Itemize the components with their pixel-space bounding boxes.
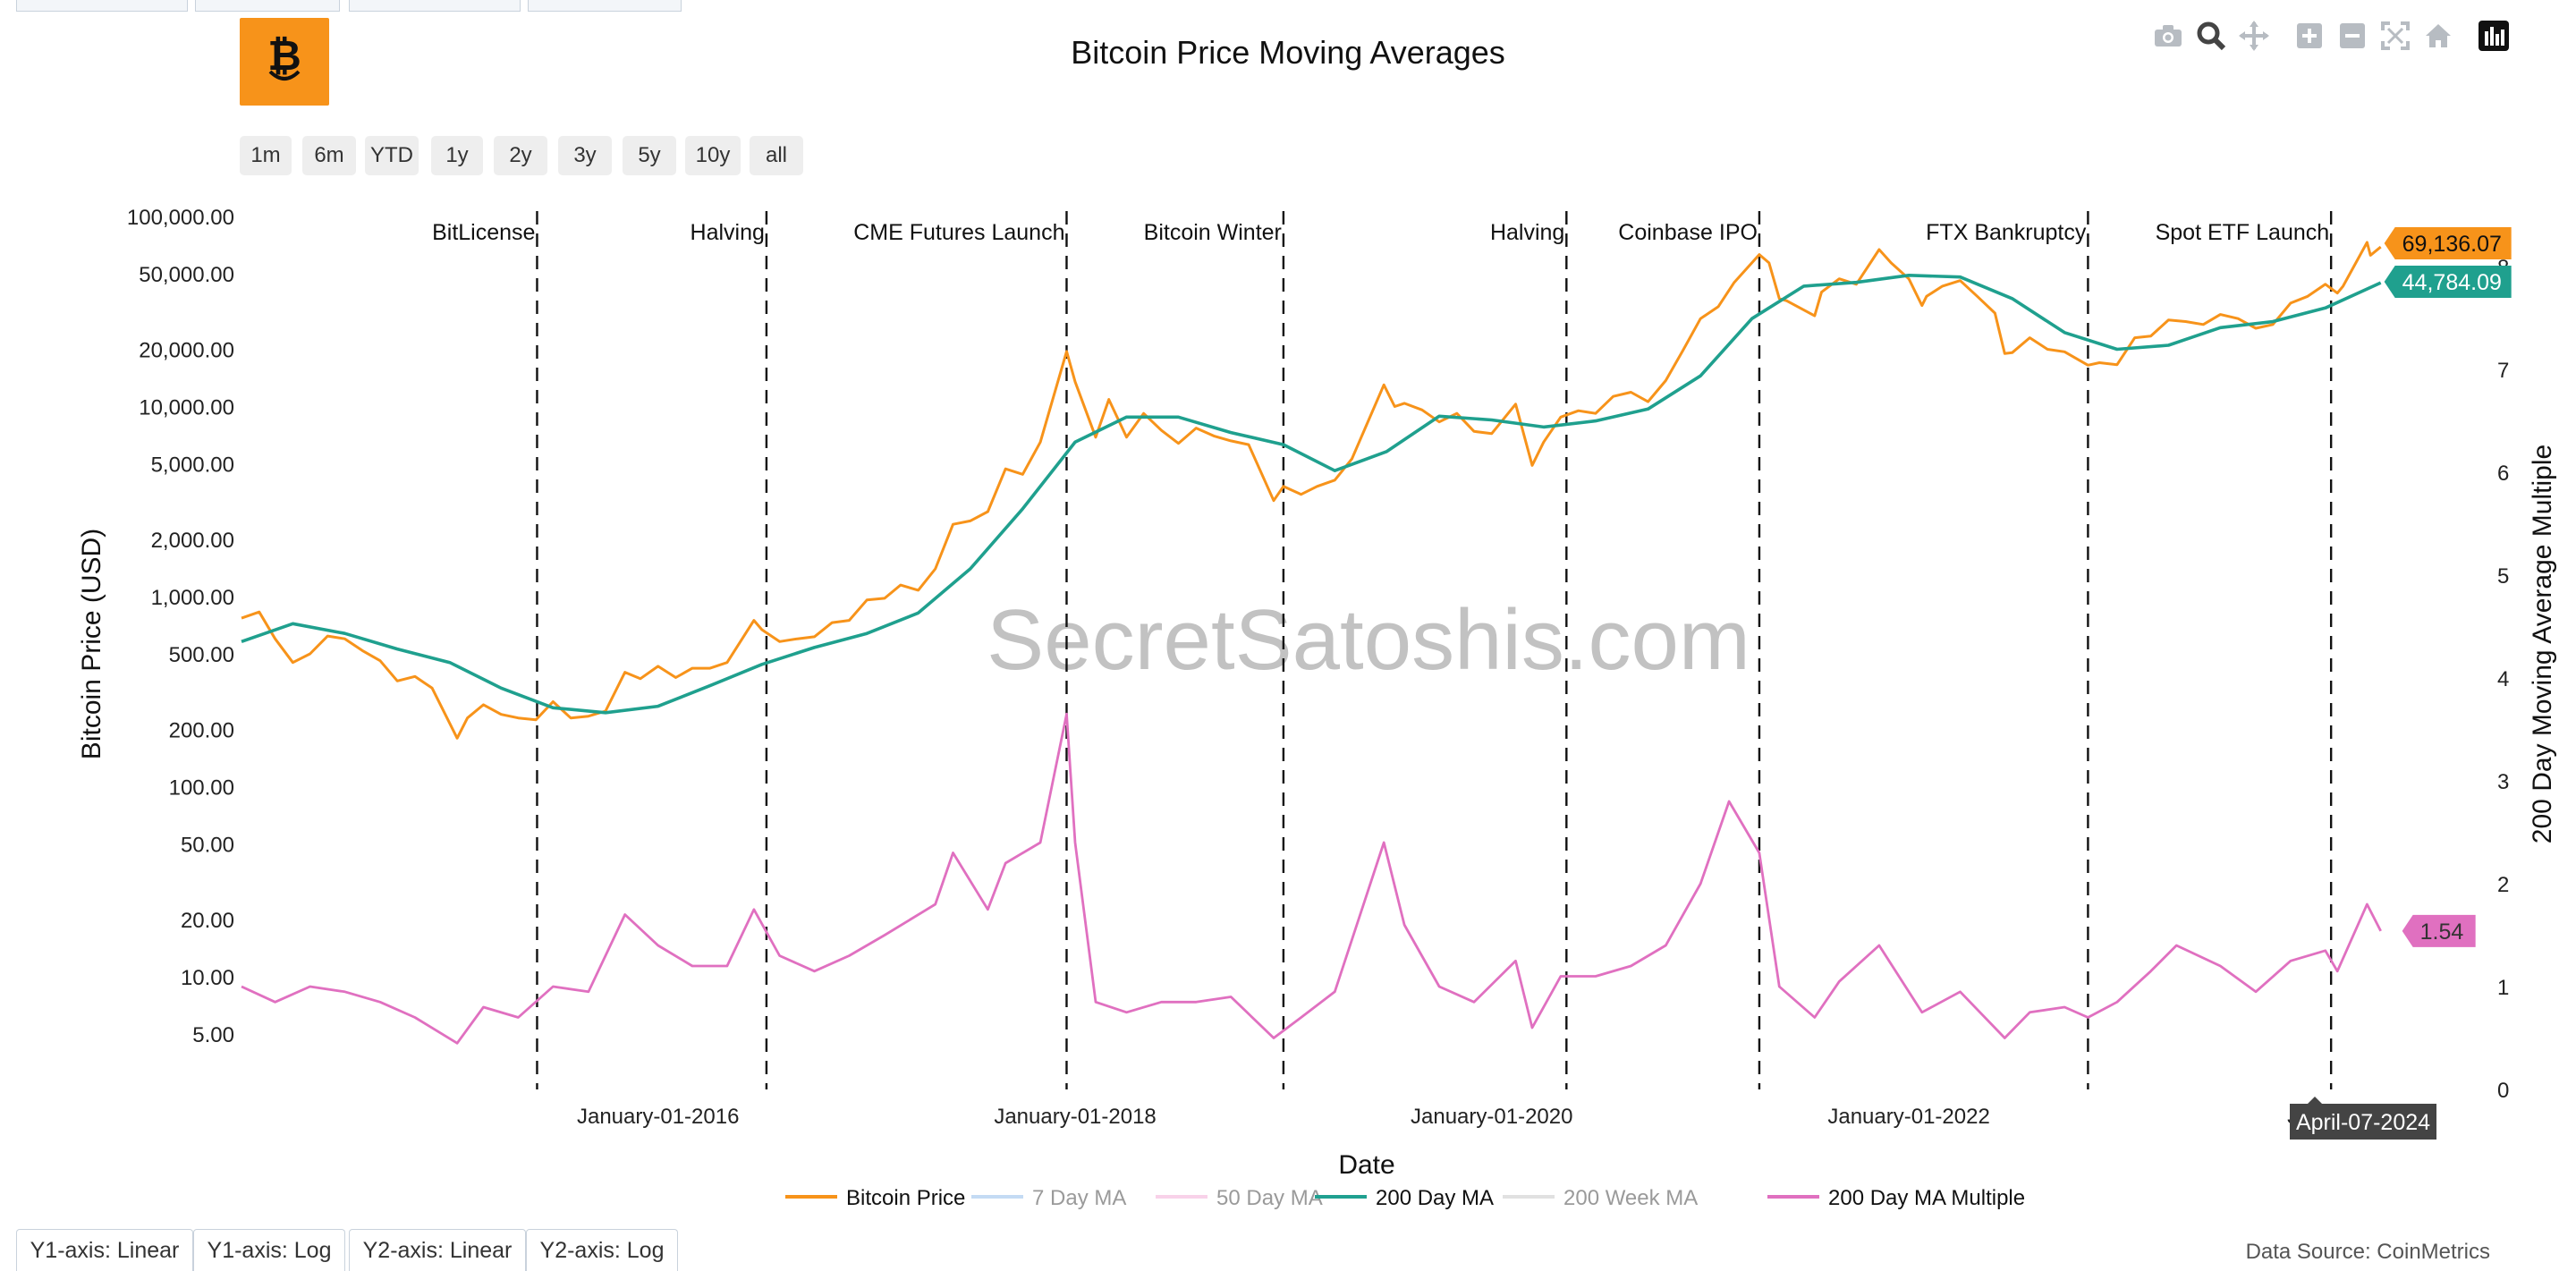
y-tick-label: 5.00 <box>192 1023 234 1047</box>
event-label: Halving <box>1490 220 1564 245</box>
y2-tick-label: 7 <box>2497 359 2509 383</box>
camera-icon[interactable] <box>2150 16 2186 55</box>
svg-text:₿: ₿ <box>267 31 301 80</box>
range-button-3y[interactable]: 3y <box>558 136 612 175</box>
legend-label: 200 Day MA Multiple <box>1828 1186 2025 1210</box>
top-tab-2[interactable] <box>195 0 340 12</box>
x-tick-label: January-01-2016 <box>577 1105 739 1129</box>
zoom-icon[interactable] <box>2193 16 2229 55</box>
y2-tick-label: 3 <box>2497 770 2509 794</box>
legend-label: Bitcoin Price <box>846 1186 965 1210</box>
x-tick-label: January-01-2022 <box>1827 1105 1989 1129</box>
event-label: BitLicense <box>432 220 535 245</box>
y2-tick-label: 4 <box>2497 667 2509 691</box>
top-tab-1[interactable] <box>16 0 188 12</box>
zoom-out-icon[interactable] <box>2334 16 2370 55</box>
chart-toolbar <box>2150 16 2571 57</box>
multiple-value-label: 1.54 <box>2420 919 2464 945</box>
range-button-6m[interactable]: 6m <box>302 136 356 175</box>
y-tick-label: 50.00 <box>181 833 234 857</box>
price-value-label: 69,136.07 <box>2402 232 2502 257</box>
range-button-ytd[interactable]: YTD <box>365 136 419 175</box>
reset-icon[interactable] <box>2420 16 2456 55</box>
y-tick-label: 20,000.00 <box>139 339 234 363</box>
hover-date-pointer <box>2308 1097 2322 1104</box>
y-tick-label: 5,000.00 <box>151 453 234 477</box>
event-label: Spot ETF Launch <box>2156 220 2330 245</box>
y-tick-label: 100,000.00 <box>127 206 234 230</box>
autoscale-icon[interactable] <box>2377 16 2413 55</box>
hover-date-label: April-07-2024 <box>2296 1110 2430 1135</box>
series-line <box>241 274 2382 715</box>
y-tick-label: 1,000.00 <box>151 586 234 610</box>
y-tick-label: 10.00 <box>181 966 234 990</box>
range-button-1m[interactable]: 1m <box>240 136 292 175</box>
ma200-value-label-bg <box>2384 266 2512 298</box>
legend-label: 200 Day MA <box>1376 1186 1494 1210</box>
series-line <box>241 241 2382 740</box>
range-button-5y[interactable]: 5y <box>623 136 676 175</box>
hover-date-label-bg <box>2290 1104 2436 1140</box>
multiple-value-label-bg <box>2402 914 2476 947</box>
x-axis-title: Date <box>1338 1150 1394 1180</box>
y-tick-label: 200.00 <box>169 719 234 743</box>
event-label: Coinbase IPO <box>1618 220 1758 245</box>
legend-label: 200 Week MA <box>1563 1186 1698 1210</box>
y-tick-label: 100.00 <box>169 776 234 801</box>
y1-linear-button[interactable]: Y1-axis: Linear <box>16 1229 193 1271</box>
x-tick-label: January-01-2020 <box>1411 1105 1572 1129</box>
range-button-all[interactable]: all <box>750 136 803 175</box>
y2-linear-button[interactable]: Y2-axis: Linear <box>349 1229 526 1271</box>
y1-log-button[interactable]: Y1-axis: Log <box>193 1229 345 1271</box>
y2-tick-label: 0 <box>2497 1079 2509 1103</box>
price-value-label-bg <box>2384 227 2512 259</box>
y-axis-title: Bitcoin Price (USD) <box>77 529 106 759</box>
y-tick-label: 500.00 <box>169 643 234 667</box>
y-tick-label: 10,000.00 <box>139 396 234 420</box>
y-tick-label: 20.00 <box>181 909 234 933</box>
y2-log-button[interactable]: Y2-axis: Log <box>526 1229 678 1271</box>
y2-axis-title: 200 Day Moving Average Multiple <box>2528 445 2557 843</box>
legend-label: 7 Day MA <box>1032 1186 1126 1210</box>
pan-icon[interactable] <box>2236 16 2272 55</box>
x-tick-label: January-01-2018 <box>994 1105 1156 1129</box>
event-label: CME Futures Launch <box>853 220 1064 245</box>
chart-title: Bitcoin Price Moving Averages <box>1071 34 1505 71</box>
event-label: Halving <box>691 220 765 245</box>
ma200-value-label: 44,784.09 <box>2402 270 2502 295</box>
data-source-note: Data Source: CoinMetrics <box>2245 1240 2490 1264</box>
bitcoin-smile-icon: ₿ <box>267 31 301 80</box>
y2-tick-label: 1 <box>2497 976 2509 1000</box>
y-tick-label: 50,000.00 <box>139 263 234 287</box>
range-button-10y[interactable]: 10y <box>685 136 741 175</box>
watermark-text: SecretSatoshis.com <box>987 592 1750 688</box>
top-tab-3[interactable] <box>349 0 521 12</box>
legend-label: 50 Day MA <box>1216 1186 1323 1210</box>
event-label: Bitcoin Winter <box>1144 220 1282 245</box>
event-label: FTX Bankruptcy <box>1926 220 2087 245</box>
range-button-2y[interactable]: 2y <box>494 136 547 175</box>
range-button-1y[interactable]: 1y <box>431 136 483 175</box>
y2-tick-label: 5 <box>2497 564 2509 589</box>
y2-tick-label: 2 <box>2497 873 2509 897</box>
brand-logo: ₿ <box>240 18 329 106</box>
plotly-logo-icon[interactable] <box>2476 16 2512 55</box>
top-tab-4[interactable] <box>528 0 682 12</box>
series-line <box>241 712 2382 1045</box>
y2-tick-label: 6 <box>2497 462 2509 486</box>
y-tick-label: 2,000.00 <box>151 529 234 553</box>
zoom-in-icon[interactable] <box>2292 16 2327 55</box>
